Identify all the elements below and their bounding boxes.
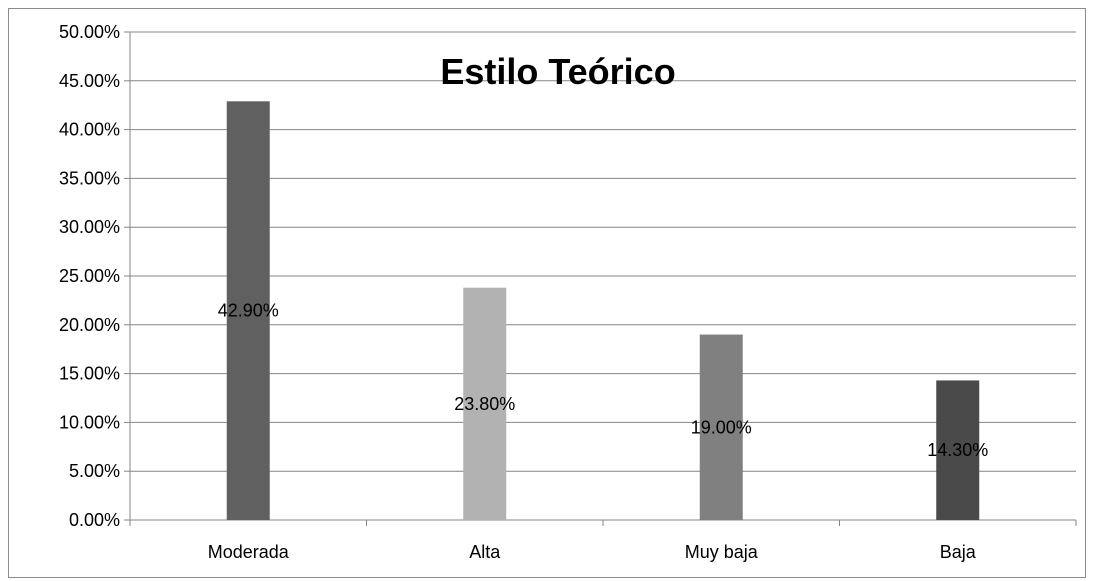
y-tick-label: 30.00% <box>59 217 120 237</box>
y-tick-label: 50.00% <box>59 22 120 42</box>
x-category-label: Muy baja <box>685 542 759 562</box>
y-tick-label: 0.00% <box>69 510 120 530</box>
y-tick-label: 5.00% <box>69 461 120 481</box>
y-tick-label: 15.00% <box>59 364 120 384</box>
y-tick-label: 45.00% <box>59 71 120 91</box>
x-category-label: Baja <box>940 542 977 562</box>
x-category-label: Alta <box>469 542 501 562</box>
data-label: 14.30% <box>927 440 988 460</box>
gridlines <box>130 32 1076 471</box>
chart-title: Estilo Teórico <box>440 51 675 92</box>
y-tick-label: 35.00% <box>59 168 120 188</box>
y-tick-label: 10.00% <box>59 412 120 432</box>
data-label: 42.90% <box>218 301 279 321</box>
y-tick-label: 20.00% <box>59 315 120 335</box>
x-category-label: Moderada <box>208 542 290 562</box>
x-axis-categories: Moderada Alta Muy baja Baja <box>208 542 977 562</box>
y-tick-label: 25.00% <box>59 266 120 286</box>
data-label: 23.80% <box>454 394 515 414</box>
data-label: 19.00% <box>691 417 752 437</box>
y-tick-label: 40.00% <box>59 120 120 140</box>
bars <box>227 101 980 520</box>
y-axis-ticks: 0.00% 5.00% 10.00% 15.00% 20.00% 25.00% 30.00%… <box>59 22 120 530</box>
